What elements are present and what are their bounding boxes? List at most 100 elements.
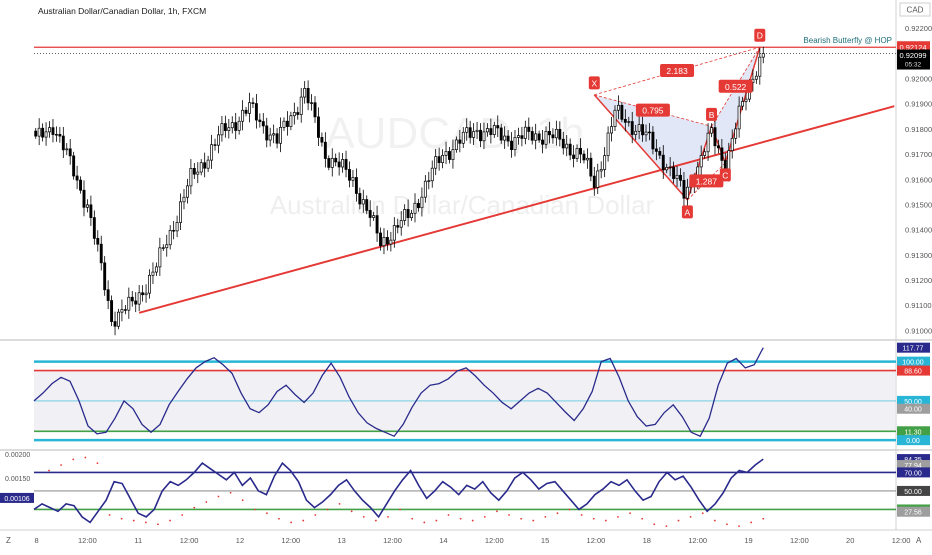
candle-body [110, 300, 114, 322]
candle-body [610, 126, 613, 134]
candle-body [385, 237, 389, 245]
candle-body [503, 135, 507, 141]
candle-body [648, 131, 651, 134]
candle-body [679, 174, 682, 181]
candle-body [192, 168, 196, 175]
price-tick-label: 0.91900 [905, 100, 932, 109]
osc2-line [33, 458, 764, 524]
osc2-dot [701, 512, 704, 515]
candle-body [237, 120, 241, 131]
last-price-tag-bg [897, 49, 930, 70]
osc2-left-axis-label: 0.00150 [5, 476, 30, 483]
time-tick-label: 12:00 [790, 536, 809, 545]
candle-body [758, 56, 762, 77]
candle-body [706, 132, 710, 153]
candle-body [82, 189, 86, 208]
pattern-point-bg [706, 107, 718, 121]
candle-body [296, 112, 300, 115]
osc2-dot [713, 519, 716, 522]
candle-body [185, 185, 189, 198]
candle-body [613, 109, 617, 127]
time-tick-label: 15 [541, 536, 549, 545]
time-tick-label: 12:00 [688, 536, 707, 545]
candle-body [120, 309, 124, 313]
time-tick-label: 8 [34, 536, 38, 545]
ratio-tag: 1.287 [696, 176, 718, 186]
candle-body [113, 321, 117, 327]
osc2-dot [144, 521, 147, 524]
osc2-tag: 27.56 [904, 510, 922, 517]
candle-body [130, 296, 134, 302]
osc2-dot [241, 499, 244, 502]
candle-body [730, 137, 734, 151]
candle-body [458, 139, 462, 144]
candle-body [389, 239, 393, 245]
candle-body [403, 209, 407, 221]
candle-body [416, 202, 420, 209]
price-tick-label: 0.91000 [905, 326, 932, 335]
candle-body [441, 155, 445, 164]
pattern-point-label: C [722, 170, 728, 180]
trendline [138, 105, 895, 314]
candle-body [285, 120, 289, 127]
osc2-dot [726, 523, 728, 526]
candle-body [603, 155, 607, 170]
osc2-dot [459, 517, 462, 520]
osc2-dot [374, 519, 377, 522]
osc1-line [33, 347, 764, 438]
price-tick-label: 0.91200 [905, 276, 932, 285]
candle-body [327, 158, 331, 168]
candle-body [630, 121, 634, 135]
osc2-dot [350, 510, 353, 513]
price-tick-label: 0.91100 [905, 301, 932, 310]
symbol-title[interactable]: Australian Dollar/Canadian Dollar, 1h, F… [38, 6, 206, 16]
price-tick-label: 0.92200 [905, 24, 932, 33]
candle-body [341, 159, 345, 168]
osc2-dot [423, 521, 426, 524]
ratio-tag: 0.522 [725, 82, 747, 92]
osc2-dot [157, 523, 159, 526]
candle-body [354, 177, 358, 194]
osc2-dot [447, 514, 450, 516]
osc1-tag-bg [897, 342, 930, 353]
candle-body [537, 133, 541, 141]
candle-body [189, 168, 193, 187]
candle-body [68, 148, 72, 157]
candle-body [699, 155, 703, 168]
ratio-tag-bg [718, 79, 753, 93]
osc2-dot [338, 503, 341, 505]
osc2-dot [677, 519, 680, 522]
candle-body [392, 225, 396, 241]
osc2-dot [169, 519, 171, 522]
candle-body [672, 166, 676, 179]
candle-body [641, 124, 645, 136]
osc2-current-tag-bg [0, 492, 34, 503]
last-price-tag: 0.92099 [899, 51, 926, 60]
candle-body [489, 128, 493, 135]
candle-body [265, 125, 269, 141]
osc2-dot [556, 512, 559, 515]
candle-body [323, 141, 327, 159]
auto-scale-icon[interactable]: A [916, 536, 922, 545]
candle-body [172, 230, 176, 232]
pattern-point-bg [754, 28, 766, 42]
osc2-dot [302, 519, 305, 522]
candle-body [361, 199, 365, 205]
candle-body [344, 159, 348, 170]
candle-body [475, 129, 479, 132]
candle-body [382, 237, 386, 247]
candle-body [234, 122, 238, 131]
time-axis-zoom-icon[interactable]: Z [6, 536, 11, 545]
candle-body [513, 137, 517, 150]
osc2-dot [411, 517, 414, 520]
osc2-dot [72, 458, 75, 461]
candle-body [154, 266, 158, 273]
candle-body [561, 138, 565, 149]
osc2-dot [483, 515, 486, 518]
osc2-dot [120, 517, 123, 520]
candle-body [651, 131, 655, 150]
osc2-dot [217, 495, 220, 498]
currency-badge[interactable] [899, 2, 931, 17]
